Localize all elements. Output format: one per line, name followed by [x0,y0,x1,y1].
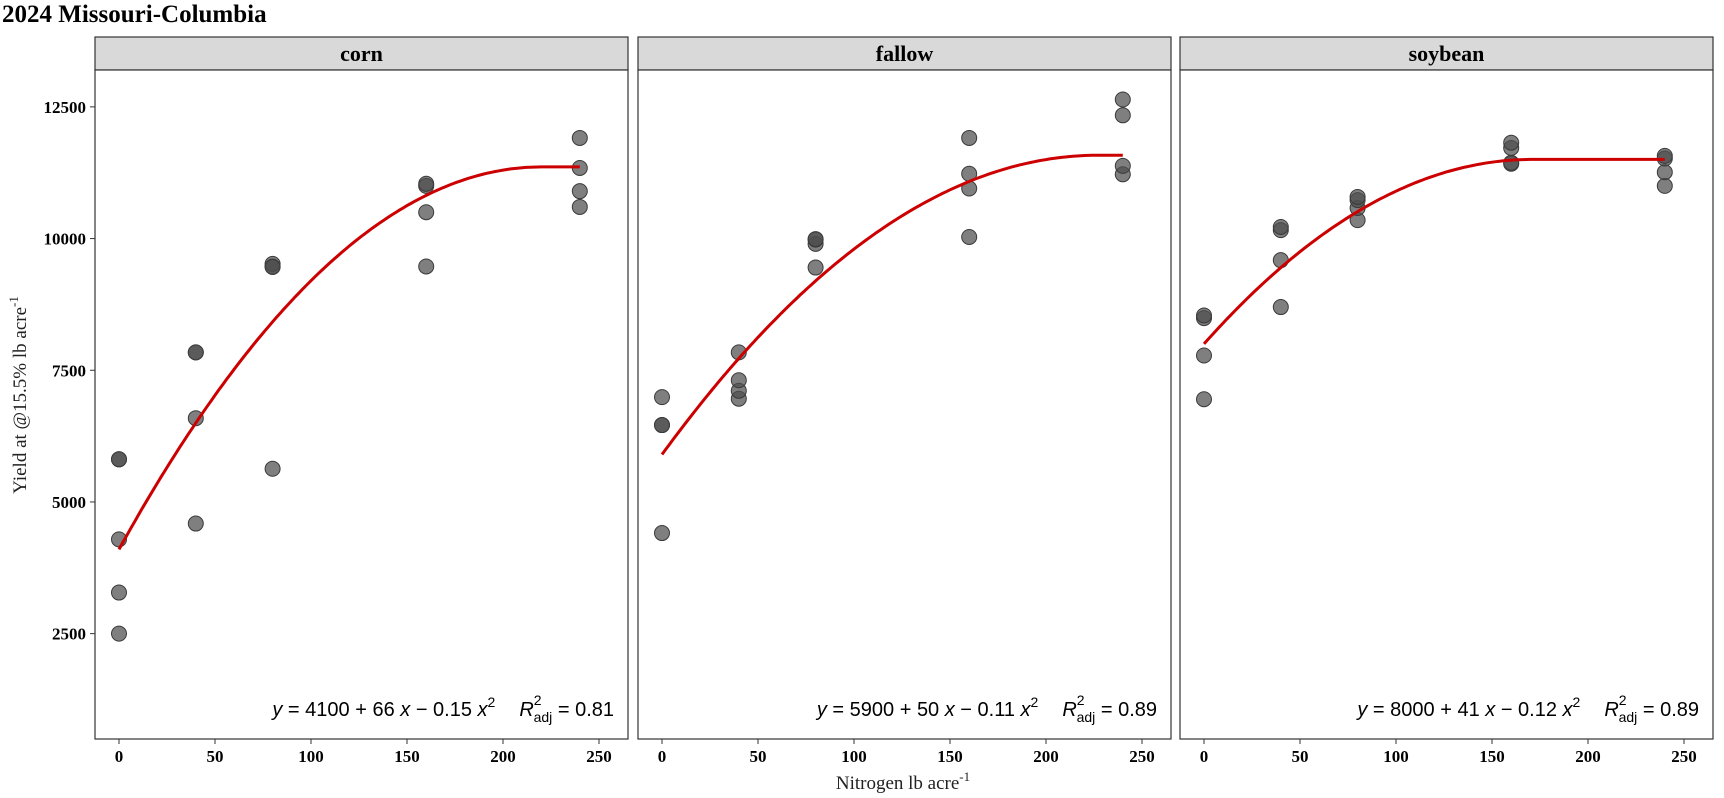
data-point [111,625,127,642]
fit-equation: y = 8000 + 41 x − 0.12 x2 R2 adj = 0.89 [1355,692,1699,725]
data-point [187,515,204,532]
x-tick-label: 100 [298,747,324,766]
fit-equation: y = 5900 + 50 x − 0.11 x2 R2 adj = 0.89 [815,692,1157,725]
facet-soybean: soybean 0 50 100 150 200 250 y = 8000 + 41 x − … [1179,36,1714,766]
facet-corn: corn 0 50 100 150 200 250 2500 5000 7500 10000 1250… [44,36,629,766]
fit-curve [1202,157,1665,345]
data-point [961,228,978,245]
y-tick-label: 12500 [44,98,87,117]
data-point [187,344,204,361]
data-point [264,460,281,477]
data-point [654,417,670,434]
facet-strip [637,36,1172,71]
x-tick-label: 100 [841,747,867,766]
y-tick-label: 5000 [52,493,86,512]
fit-equation: y = 4100 + 66 x − 0.15 x2 R2 adj = 0.81 [270,692,614,725]
data-point [1349,188,1366,205]
x-axis-title-main: Nitrogen lb acre [836,773,959,794]
data-point [571,183,588,200]
x-axis-title: Nitrogen lb acre-1 [836,769,970,794]
panel-border [94,69,629,740]
data-point [1503,154,1520,171]
x-tick-label: 200 [1033,747,1059,766]
data-point [418,258,435,275]
data-point [1196,307,1212,324]
x-tick-label: 50 [1292,747,1309,766]
data-point [264,259,281,276]
facet-fallow: fallow 0 50 100 150 200 250 y = 5900 + 50 x − 0… [637,36,1172,766]
data-point [654,525,670,542]
y-tick-label: 10000 [44,230,87,249]
data-point [418,204,435,221]
chart-title: 2024 Missouri-Columbia [2,1,267,28]
data-point [187,410,204,427]
panel-border [1179,69,1714,740]
data-point [418,175,435,192]
facet-strip-label: corn [340,41,383,66]
data-point [654,389,670,406]
data-point [1196,391,1212,408]
data-point [1656,177,1673,194]
x-tick-label: 150 [1479,747,1505,766]
x-tick-label: 250 [1671,747,1697,766]
x-tick-label: 50 [750,747,767,766]
data-point [1503,134,1520,151]
y-axis-title-main: Yield at @15.5% lb acre [10,307,31,494]
data-point [1656,147,1673,164]
data-point [1114,91,1131,108]
data-point [807,231,824,248]
y-axis-title: Yield at @15.5% lb acre-1 [6,296,31,494]
x-tick-label: 200 [490,747,516,766]
y-axis-title-sup: -1 [6,296,21,307]
data-point [111,584,127,601]
x-tick-label: 50 [207,747,224,766]
panel-border [637,69,1172,740]
x-tick-label: 0 [1200,747,1209,766]
data-point [1656,164,1673,181]
x-tick-label: 150 [937,747,963,766]
facet-strip-label: soybean [1409,41,1485,66]
data-point [1272,218,1289,235]
data-point [807,259,824,276]
data-point [1272,252,1289,269]
data-point [1196,347,1212,364]
data-point [730,372,747,389]
data-point [111,451,127,468]
facet-strip-label: fallow [876,41,934,66]
x-tick-label: 250 [1129,747,1155,766]
x-tick-label: 100 [1383,747,1409,766]
data-point [571,198,588,215]
data-point [1114,107,1131,124]
data-point [961,129,978,146]
x-axis-title-sup: -1 [959,769,970,784]
x-tick-label: 250 [586,747,612,766]
facet-strip [94,36,629,71]
data-point [1114,157,1131,174]
x-tick-label: 0 [658,747,667,766]
data-point [1272,299,1289,316]
y-tick-label: 2500 [52,625,86,644]
fit-curve [117,165,580,551]
fit-curve [660,153,1123,456]
y-tick-label: 7500 [52,361,86,380]
data-point [571,129,588,146]
x-tick-label: 150 [394,747,420,766]
x-tick-label: 200 [1575,747,1601,766]
x-tick-label: 0 [115,747,124,766]
